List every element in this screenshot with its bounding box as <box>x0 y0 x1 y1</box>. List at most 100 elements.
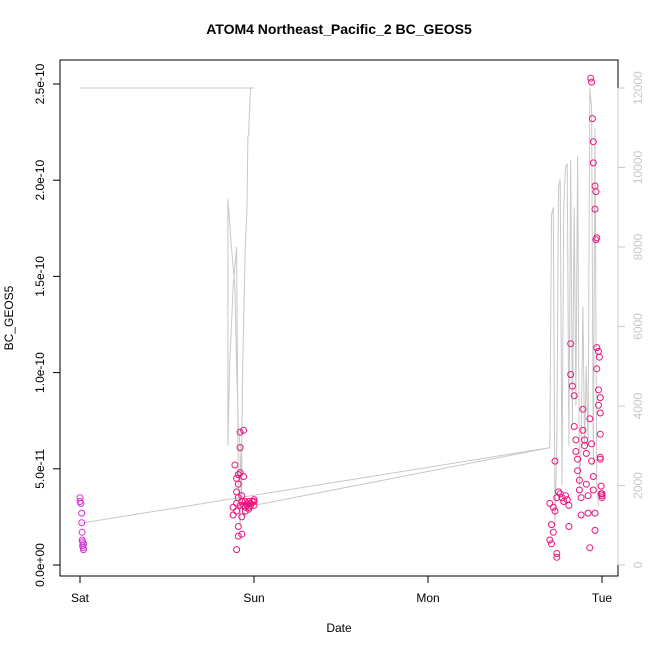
data-point <box>596 409 604 417</box>
y-tick-label-right: 2000 <box>631 472 645 499</box>
data-point <box>234 523 242 530</box>
data-point <box>575 486 583 494</box>
data-point <box>596 455 604 463</box>
data-point <box>553 553 561 561</box>
data-point <box>584 509 592 517</box>
data-point <box>568 382 576 390</box>
data-point <box>577 511 585 519</box>
data-point <box>234 494 242 502</box>
y-tick-label-right: 0 <box>631 561 645 568</box>
data-point <box>567 340 575 348</box>
data-point <box>551 507 559 515</box>
data-point <box>78 519 86 527</box>
data-point <box>565 501 573 509</box>
data-point <box>592 188 600 196</box>
data-point <box>588 457 596 465</box>
y-tick-label-left: 0.0e+00 <box>33 543 47 587</box>
data-point <box>243 501 251 509</box>
data-point <box>584 492 592 500</box>
data-point <box>553 550 561 557</box>
data-point <box>593 344 601 352</box>
data-point <box>596 430 604 438</box>
bc-geos5-series <box>76 74 606 561</box>
data-point <box>572 436 580 444</box>
y-tick-label-left: 5.0e-11 <box>33 449 47 489</box>
data-point <box>236 428 244 436</box>
data-point <box>78 509 86 517</box>
data-point <box>78 528 86 536</box>
data-point <box>229 511 237 519</box>
data-point <box>240 426 248 434</box>
data-point <box>588 440 596 448</box>
y-tick-label-left: 1.0e-10 <box>33 352 47 393</box>
x-axis: Sat Sun Mon Tue <box>71 575 613 605</box>
data-point <box>589 159 597 167</box>
data-point <box>589 473 597 480</box>
data-point <box>236 444 244 452</box>
data-point <box>236 469 244 477</box>
y-tick-label-right: 12000 <box>631 71 645 105</box>
y-tick-label-right: 8000 <box>631 233 645 260</box>
data-point <box>570 423 578 430</box>
data-point <box>247 501 254 509</box>
data-point <box>595 401 602 409</box>
data-point <box>231 461 239 469</box>
data-point <box>229 503 237 511</box>
data-point <box>233 546 241 554</box>
x-tick-label: Sat <box>71 591 90 605</box>
data-point <box>577 494 585 502</box>
data-point <box>591 509 599 517</box>
altitude-series <box>79 87 599 526</box>
data-point <box>589 138 597 146</box>
data-point <box>586 544 594 552</box>
data-point <box>240 473 248 480</box>
ground-line <box>79 447 550 524</box>
data-point <box>574 455 582 463</box>
y-tick-label-left: 2.5e-10 <box>33 63 47 104</box>
y-tick-label-right: 10000 <box>631 150 645 184</box>
data-point <box>574 467 582 475</box>
data-point <box>587 74 595 82</box>
y-axis-right: 0 2000 4000 6000 8000 10000 12000 <box>617 71 645 568</box>
y-tick-label-left: 1.5e-10 <box>33 256 47 297</box>
data-point <box>77 499 85 507</box>
data-point <box>581 442 589 450</box>
data-point <box>567 371 575 378</box>
data-point <box>551 457 559 465</box>
altitude-line <box>80 87 599 526</box>
data-point <box>234 532 242 540</box>
data-point <box>591 526 599 534</box>
data-point <box>562 492 569 500</box>
x-tick-label: Tue <box>592 591 613 605</box>
data-point <box>579 405 587 413</box>
data-point <box>592 236 600 244</box>
data-point <box>548 521 555 529</box>
data-point <box>588 78 596 86</box>
data-point <box>598 494 606 502</box>
data-point <box>548 540 555 548</box>
data-point <box>596 453 604 461</box>
x-tick-label: Mon <box>416 591 439 605</box>
data-point <box>589 486 597 494</box>
data-point <box>549 503 557 511</box>
chart-title: ATOM4 Northeast_Pacific_2 BC_GEOS5 <box>206 21 472 37</box>
data-point <box>582 449 590 457</box>
data-point <box>579 426 587 434</box>
data-point <box>555 488 562 496</box>
x-tick-label: Sun <box>243 591 264 605</box>
y-tick-label-right: 4000 <box>631 392 645 419</box>
data-point <box>570 392 578 400</box>
y-tick-label-right: 6000 <box>631 313 645 340</box>
data-point <box>546 499 554 507</box>
data-point <box>596 394 604 402</box>
data-point <box>549 528 557 536</box>
x-axis-title: Date <box>326 621 352 635</box>
data-point <box>80 546 87 554</box>
data-point <box>250 498 258 505</box>
y-axis-left: 0.0e+00 5.0e-11 1.0e-10 1.5e-10 2.0e-10 2.5e-… <box>33 63 61 587</box>
data-point <box>588 115 596 123</box>
data-point <box>565 523 573 530</box>
y-tick-label-left: 2.0e-10 <box>33 160 47 201</box>
